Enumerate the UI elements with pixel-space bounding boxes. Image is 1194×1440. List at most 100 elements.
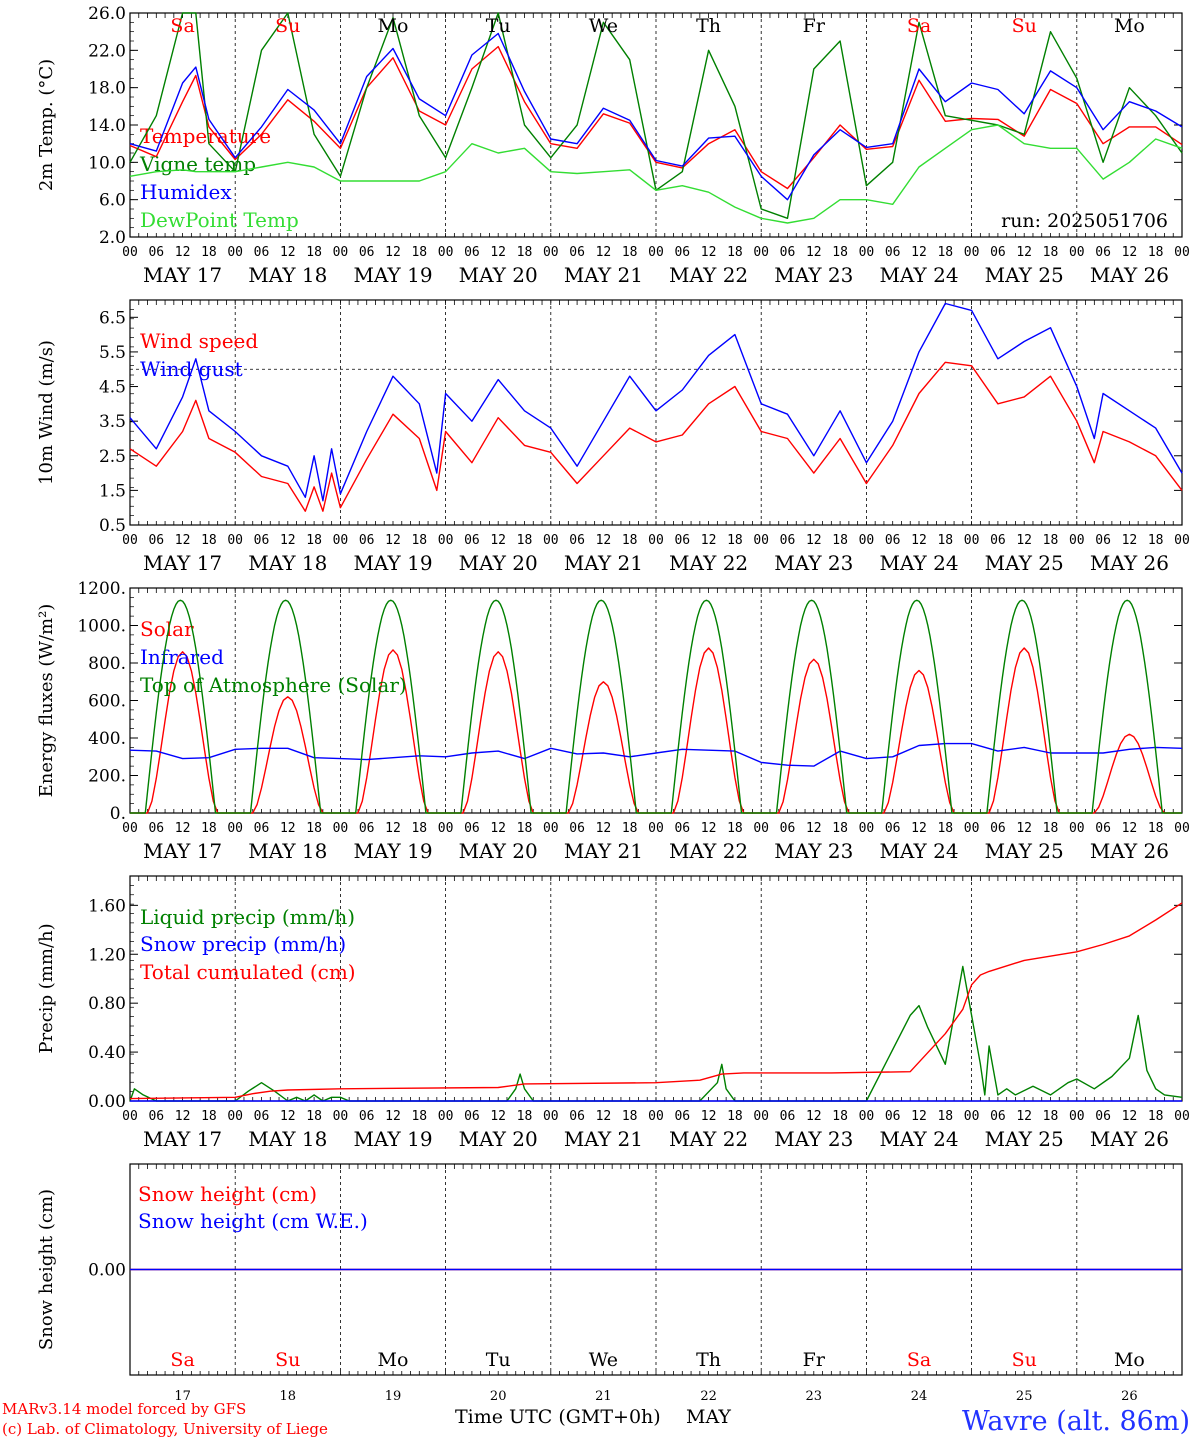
hour-label: 18 — [411, 245, 427, 260]
hour-label: 00 — [543, 1109, 559, 1124]
y-tick-label: 4.5 — [99, 378, 126, 398]
date-label: MAY 25 — [985, 839, 1064, 863]
y-tick-label: 2.5 — [99, 447, 126, 467]
weekday-label: Mo — [1114, 1349, 1145, 1371]
hour-label: 18 — [937, 821, 953, 836]
y-tick-label: 10.0 — [88, 153, 126, 173]
hour-label: 06 — [254, 245, 270, 260]
legend-entry: Wind gust — [140, 357, 243, 381]
weekday-label: Fr — [803, 15, 826, 37]
hour-label: 00 — [964, 821, 980, 836]
hour-label: 18 — [622, 533, 638, 548]
hour-label: 12 — [596, 245, 612, 260]
hour-label: 18 — [517, 1109, 533, 1124]
hour-label: 06 — [990, 1109, 1006, 1124]
y-tick-label: 0.5 — [99, 516, 126, 536]
day-number: 25 — [1016, 1389, 1033, 1404]
day-number: 19 — [385, 1389, 402, 1404]
legend-entry: Liquid precip (mm/h) — [140, 905, 355, 929]
hour-label: 06 — [674, 1109, 690, 1124]
hour-label: 12 — [701, 821, 717, 836]
day-number: 26 — [1121, 1389, 1138, 1404]
date-label: MAY 23 — [774, 551, 853, 575]
hour-label: 18 — [306, 533, 322, 548]
date-label: MAY 20 — [459, 1127, 538, 1151]
date-label: MAY 24 — [879, 263, 958, 287]
date-label: MAY 17 — [143, 263, 222, 287]
day-number: 23 — [806, 1389, 823, 1404]
weekday-label: Tu — [486, 15, 511, 37]
weekday-label: Sa — [907, 15, 931, 37]
date-label: MAY 18 — [248, 1127, 327, 1151]
weekday-label: Mo — [378, 15, 409, 37]
weekday-label: Sa — [907, 1349, 931, 1371]
hour-label: 06 — [885, 821, 901, 836]
hour-label: 00 — [1069, 1109, 1085, 1124]
date-label: MAY 25 — [985, 263, 1064, 287]
hour-label: 00 — [1069, 533, 1085, 548]
weekday-label: Sa — [170, 15, 194, 37]
date-label: MAY 19 — [353, 263, 432, 287]
series-line-temperature — [129, 45, 1183, 190]
date-label: MAY 22 — [669, 1127, 748, 1151]
chart-panel-precip: 0.00 0.40 0.80 1.20 1.60 Precip (mm/h) Liquid … — [36, 875, 1190, 1151]
hour-label: 12 — [175, 533, 191, 548]
hour-label: 00 — [1069, 821, 1085, 836]
date-label: MAY 21 — [564, 263, 643, 287]
hour-label: 12 — [280, 821, 296, 836]
hour-label: 00 — [859, 1109, 875, 1124]
hour-label: 00 — [753, 245, 769, 260]
hour-label: 06 — [674, 821, 690, 836]
hour-label: 18 — [517, 533, 533, 548]
hour-label: 00 — [122, 533, 138, 548]
hour-label: 12 — [806, 821, 822, 836]
date-label: MAY 20 — [459, 551, 538, 575]
day-number: 17 — [174, 1389, 191, 1404]
hour-label: 18 — [517, 821, 533, 836]
date-label: MAY 17 — [143, 1127, 222, 1151]
hour-label: 18 — [306, 821, 322, 836]
hour-label: 18 — [1043, 245, 1059, 260]
date-label: MAY 24 — [879, 839, 958, 863]
legend-entry: Wind speed — [140, 329, 258, 353]
series-line-wind-speed — [129, 361, 1183, 512]
hour-label: 06 — [569, 821, 585, 836]
y-tick-label: 1.5 — [99, 481, 126, 501]
hour-label: 00 — [859, 821, 875, 836]
legend-entry: Snow height (cm) — [138, 1182, 317, 1206]
hour-label: 12 — [911, 1109, 927, 1124]
hour-label: 00 — [1174, 533, 1190, 548]
y-tick-label: 0.40 — [88, 1043, 126, 1063]
hour-label: 00 — [122, 821, 138, 836]
hour-label: 00 — [859, 245, 875, 260]
hour-label: 18 — [201, 245, 217, 260]
chart-panel-temperature: 2.0 6.0 10.0 14.0 18.0 22.0 26.0 2m Temp. (°C) T… — [36, 4, 1190, 287]
day-number: 18 — [280, 1389, 297, 1404]
hour-label: 00 — [753, 821, 769, 836]
hour-label: 06 — [990, 245, 1006, 260]
weekday-label: Tu — [486, 1349, 511, 1371]
date-label: MAY 18 — [248, 551, 327, 575]
hour-label: 00 — [648, 1109, 664, 1124]
hour-label: 06 — [464, 533, 480, 548]
hour-label: 06 — [885, 533, 901, 548]
hour-label: 00 — [438, 245, 454, 260]
hour-label: 06 — [1095, 245, 1111, 260]
hour-label: 12 — [1016, 821, 1032, 836]
y-tick-label: 3.5 — [99, 412, 126, 432]
hour-label: 18 — [411, 533, 427, 548]
hour-label: 12 — [385, 1109, 401, 1124]
series-line-total-cumulated-cm- — [129, 902, 1183, 1100]
weekday-label: Mo — [378, 1349, 409, 1371]
hour-label: 00 — [1174, 245, 1190, 260]
hour-label: 00 — [438, 1109, 454, 1124]
y-tick-label: 6.5 — [99, 308, 126, 328]
hour-label: 18 — [622, 821, 638, 836]
legend-entry: Snow height (cm W.E.) — [138, 1209, 368, 1233]
y-tick-label: 6.0 — [99, 191, 126, 211]
hour-label: 06 — [780, 821, 796, 836]
hour-label: 18 — [201, 821, 217, 836]
hour-label: 12 — [701, 533, 717, 548]
hour-label: 00 — [859, 533, 875, 548]
hour-label: 18 — [832, 533, 848, 548]
